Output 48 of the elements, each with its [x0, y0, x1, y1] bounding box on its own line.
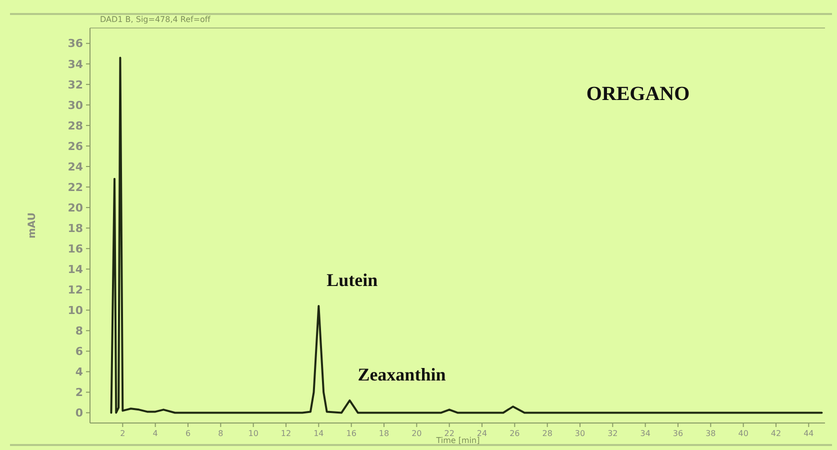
x-tick-label: 20 — [412, 429, 422, 438]
x-tick-label: 42 — [770, 429, 782, 438]
y-tick-label: 14 — [68, 262, 84, 276]
x-tick-label: 28 — [542, 429, 552, 438]
chart-subtitle: DAD1 B, Sig=478,4 Ref=off — [100, 15, 211, 24]
y-tick-label: 0 — [75, 406, 84, 420]
y-tick-label: 16 — [68, 242, 84, 256]
y-tick-label: 34 — [68, 58, 84, 71]
x-tick-label: 36 — [672, 429, 684, 438]
y-tick-label: 12 — [68, 283, 83, 296]
y-tick-label: 2 — [75, 386, 83, 400]
x-tick-label: 22 — [444, 429, 454, 438]
x-axis-title: Time [min] — [435, 436, 480, 445]
x-tick-label: 8 — [218, 429, 224, 438]
line-series — [110, 56, 823, 414]
x-tick-label: 14 — [314, 429, 324, 438]
annotation: Lutein — [326, 270, 378, 290]
x-tick-label: 18 — [378, 429, 390, 438]
y-tick-label: 30 — [68, 98, 84, 112]
y-tick-label: 32 — [68, 78, 83, 92]
x-tick-label: 38 — [706, 429, 716, 438]
y-tick-label: 20 — [68, 201, 84, 214]
y-tick-label: 6 — [75, 345, 84, 358]
x-tick-label: 4 — [152, 429, 158, 438]
x-tick-label: 44 — [804, 429, 814, 438]
y-tick-label: 28 — [68, 119, 83, 132]
x-tick-label: 24 — [476, 429, 488, 438]
y-tick-label: 18 — [68, 222, 83, 235]
x-tick-label: 30 — [574, 429, 586, 438]
y-axis-title: mAU — [27, 212, 38, 238]
x-tick-label: 34 — [640, 429, 650, 438]
x-tick-label: 26 — [510, 429, 520, 438]
x-tick-label: 40 — [738, 429, 748, 438]
x-tick-label: 12 — [280, 429, 292, 438]
x-tick-label: 6 — [185, 429, 191, 438]
x-tick-label: 10 — [248, 429, 258, 438]
x-tick-label: 16 — [346, 429, 356, 438]
annotation: OREGANO — [586, 83, 690, 105]
annotation: Zeaxanthin — [358, 364, 446, 384]
y-tick-label: 4 — [75, 366, 84, 379]
y-tick-label: 22 — [68, 180, 83, 194]
x-tick-label: 2 — [120, 429, 126, 438]
y-tick-label: 26 — [68, 140, 84, 153]
y-tick-label: 10 — [68, 304, 84, 317]
y-tick-label: 36 — [68, 37, 84, 50]
y-tick-label: 24 — [68, 160, 84, 174]
x-tick-label: 32 — [608, 429, 618, 438]
y-tick-label: 8 — [75, 324, 83, 338]
